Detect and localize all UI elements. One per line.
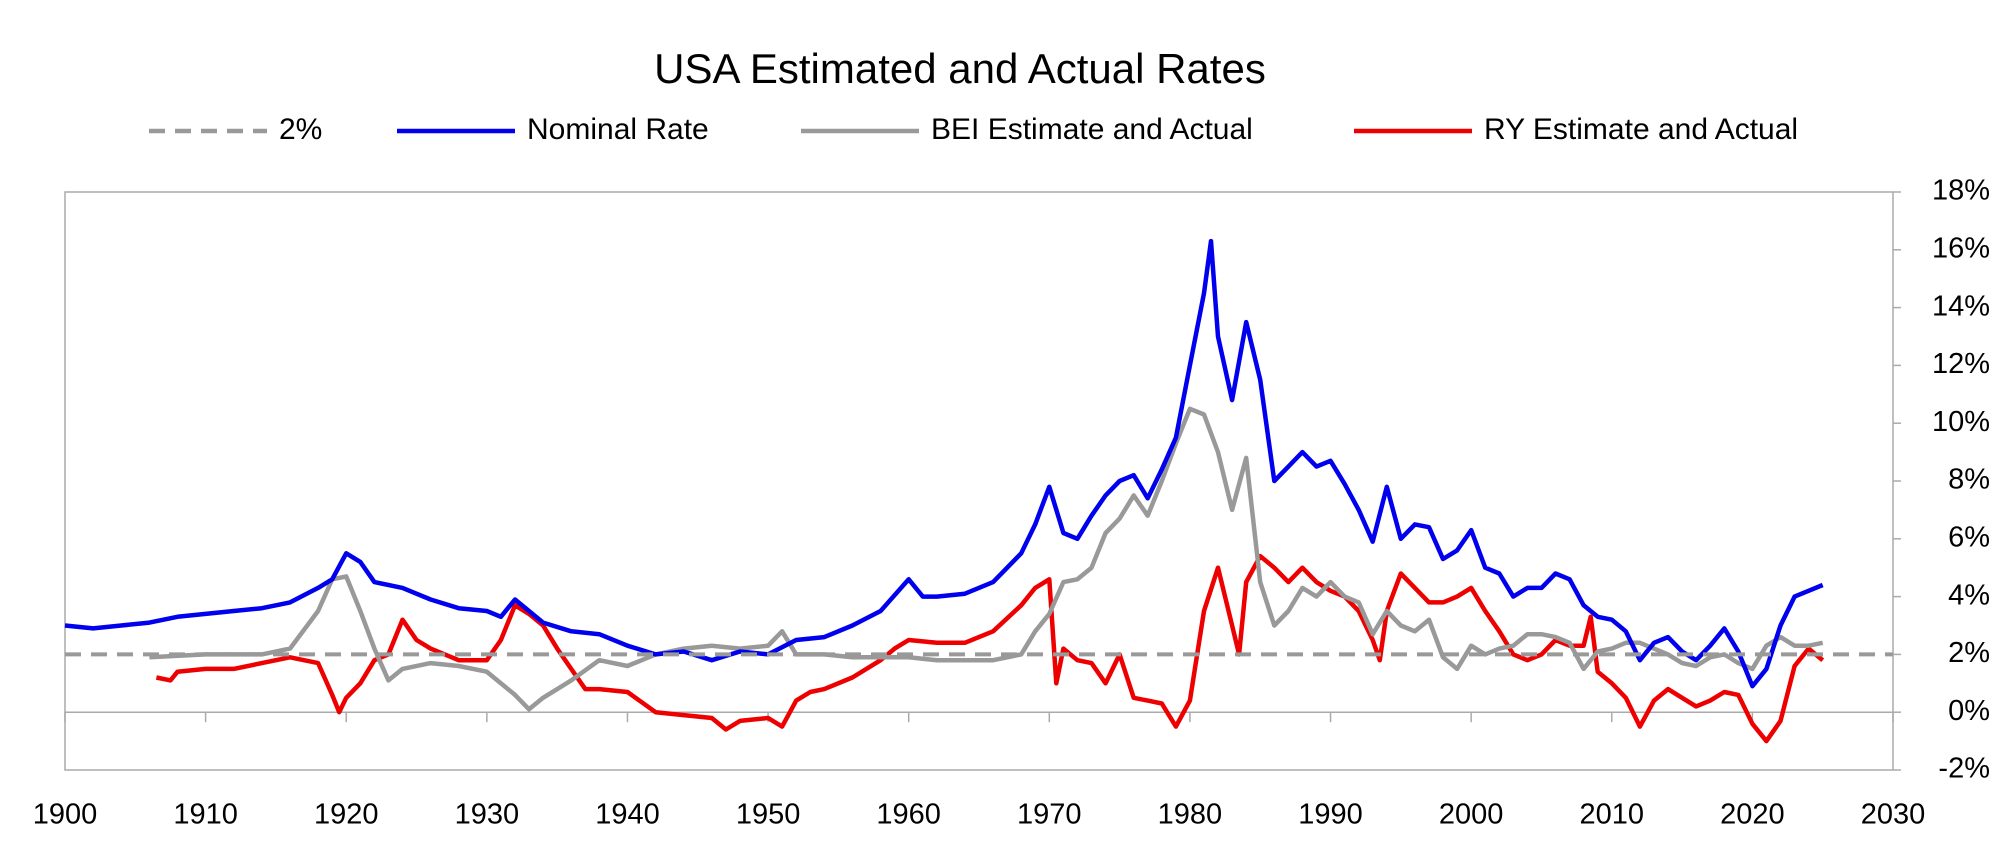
x-tick-label: 1910: [173, 799, 238, 831]
x-tick-label: 1960: [876, 799, 941, 831]
x-tick-label: 1950: [736, 799, 801, 831]
legend-label: Nominal Rate: [527, 113, 709, 146]
x-tick-label: 1980: [1158, 799, 1223, 831]
x-tick-label: 2000: [1439, 799, 1504, 831]
y-tick-label: 8%: [1948, 464, 1990, 496]
y-tick-label: 6%: [1948, 521, 1990, 553]
chart-title: USA Estimated and Actual Rates: [654, 45, 1266, 92]
x-tick-label: 1930: [455, 799, 520, 831]
y-tick-label: 16%: [1932, 232, 1990, 264]
x-tick-label: 2010: [1580, 799, 1645, 831]
y-tick-label: 14%: [1932, 290, 1990, 322]
x-tick-label: 2020: [1720, 799, 1785, 831]
x-tick-label: 1990: [1298, 799, 1363, 831]
y-tick-label: 10%: [1932, 406, 1990, 438]
y-tick-label: 12%: [1932, 348, 1990, 380]
y-tick-label: 0%: [1948, 695, 1990, 727]
plot-frame: [64, 191, 1894, 771]
legend-label: 2%: [279, 113, 322, 146]
legend-label: RY Estimate and Actual: [1484, 113, 1798, 146]
series-line: [64, 238, 1824, 689]
series-line: [149, 406, 1824, 712]
y-tick-label: -2%: [1938, 753, 1990, 785]
y-tick-label: 2%: [1948, 637, 1990, 669]
legend-label: BEI Estimate and Actual: [931, 113, 1253, 146]
x-tick-label: 1920: [314, 799, 379, 831]
x-tick-label: 1940: [595, 799, 660, 831]
x-tick-label: 2030: [1861, 799, 1926, 831]
y-tick-label: 4%: [1948, 579, 1990, 611]
x-tick-label: 1970: [1017, 799, 1082, 831]
x-tick-label: 1900: [33, 799, 98, 831]
y-tick-label: 18%: [1932, 175, 1990, 207]
